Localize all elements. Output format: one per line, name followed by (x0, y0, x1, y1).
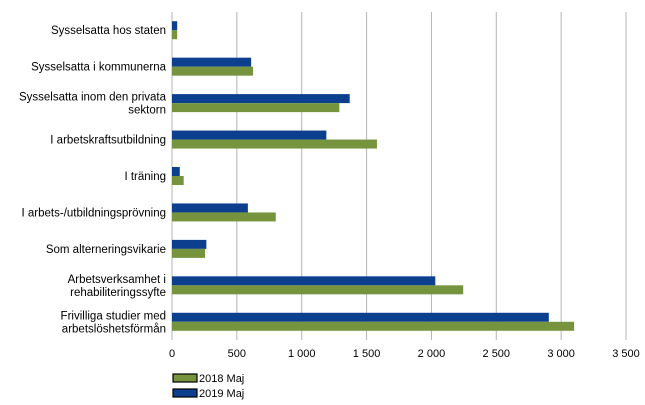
category-label-8-1: arbetslöshetsförmån (62, 323, 166, 335)
legend-label-0: 2018 Maj (199, 373, 244, 385)
category-label-3-0: I arbetskraftsutbildning (50, 135, 166, 147)
bar-2019-0 (172, 21, 178, 31)
x-tick-label-7: 3 500 (612, 348, 640, 360)
x-tick-labels: 0 500 1 000 1 500 2 000 2 500 3 000 3 500 (169, 348, 640, 360)
bar-2019-8 (172, 312, 549, 322)
category-labels: Sysselsatta hos staten Sysselsatta i komm… (19, 25, 167, 335)
legend-label-1: 2019 Maj (199, 388, 244, 400)
bar-2019-1 (172, 57, 252, 67)
bar-2018-5 (172, 212, 276, 222)
category-label-2-0: Sysselsatta inom den privata (19, 92, 167, 104)
x-tick-label-5: 2 500 (483, 348, 511, 360)
legend-swatch-1 (172, 388, 198, 398)
bar-2019-4 (172, 167, 180, 176)
category-label-7-0: Arbetsverksamhet i (68, 274, 166, 286)
x-tick-label-2: 1 000 (288, 348, 316, 360)
legend-swatch-0 (172, 373, 198, 383)
category-label-7-1: rehabiliteringssyfte (70, 287, 166, 299)
bar-2018-0 (172, 30, 178, 40)
bar-2019-5 (172, 203, 248, 213)
bar-2019-2 (172, 94, 350, 104)
bar-2019-7 (172, 276, 436, 286)
x-tick-label-6: 3 000 (547, 348, 575, 360)
bar-2018-8 (172, 321, 575, 331)
category-label-0-0: Sysselsatta hos staten (51, 25, 166, 37)
x-tick-label-1: 500 (228, 348, 246, 360)
bar-2018-3 (172, 139, 377, 149)
category-label-6-0: Som alterneringsvikarie (46, 244, 166, 256)
legend: 2018 Maj 2019 Maj (172, 373, 244, 400)
bars (172, 21, 575, 331)
category-label-5-0: I arbets-/utbildningsprövning (22, 207, 166, 219)
x-tick-label-3: 1 500 (353, 348, 381, 360)
bar-2018-2 (172, 103, 340, 113)
bar-2019-6 (172, 239, 207, 249)
category-label-1-0: Sysselsatta i kommunerna (31, 62, 166, 74)
bar-2019-3 (172, 130, 327, 140)
category-label-4-0: I träning (124, 171, 166, 183)
category-label-8-0: Frivilliga studier med (61, 310, 166, 322)
gridlines (171, 12, 627, 340)
category-label-2-1: sektorn (128, 105, 166, 117)
bar-2018-4 (172, 176, 184, 185)
bar-2018-7 (172, 285, 464, 295)
x-tick-label-4: 2 000 (418, 348, 446, 360)
bar-2018-6 (172, 248, 206, 258)
bar-2018-1 (172, 66, 254, 76)
x-tick-label-0: 0 (169, 348, 175, 360)
